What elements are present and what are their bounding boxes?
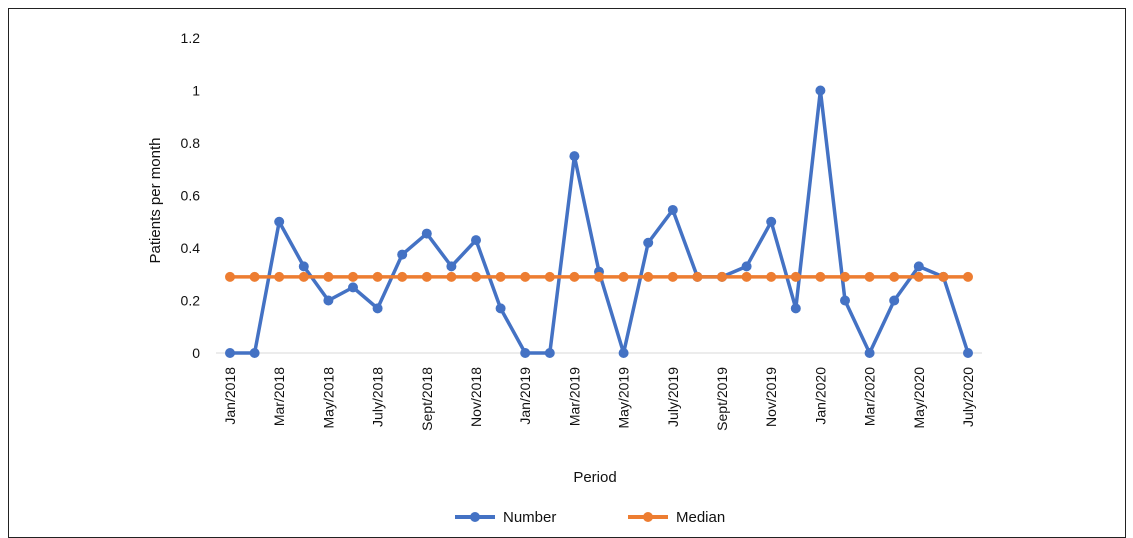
y-axis-title: Patients per month	[147, 138, 164, 264]
legend-swatch-marker	[643, 512, 653, 522]
data-point-median	[643, 271, 654, 282]
series-line-number	[230, 88, 970, 355]
data-point-median	[692, 271, 703, 282]
data-point-median	[397, 271, 408, 282]
data-point-number	[544, 348, 555, 358]
data-point-median	[864, 271, 875, 282]
y-tick-label: 1.2	[181, 30, 201, 46]
data-point-median	[766, 271, 777, 282]
data-point-median	[421, 271, 432, 282]
data-point-median	[471, 271, 481, 282]
data-point-median	[274, 271, 285, 282]
data-point-number	[790, 303, 801, 314]
x-tick-label: May/2020	[911, 367, 927, 429]
x-tick-label: Nov/2019	[763, 367, 779, 427]
y-tick-label: 0.8	[181, 135, 201, 151]
x-tick-label: July/2018	[370, 367, 386, 427]
data-point-number	[274, 216, 285, 227]
y-tick-label: 1	[192, 83, 200, 99]
data-point-number	[249, 348, 260, 358]
data-point-number	[667, 204, 678, 215]
data-point-number	[889, 295, 900, 306]
data-point-median	[495, 271, 506, 282]
data-point-median	[667, 271, 678, 282]
data-point-median	[815, 271, 826, 282]
x-tick-label: July/2019	[665, 367, 681, 427]
data-point-number	[495, 303, 506, 314]
data-point-number	[963, 348, 973, 358]
y-tick-label: 0.4	[181, 240, 201, 256]
data-point-median	[298, 271, 309, 282]
x-tick-label: Mar/2020	[862, 367, 878, 426]
x-tick-label: Jan/2020	[812, 367, 828, 425]
x-tick-label: May/2018	[320, 367, 336, 429]
legend-item-number: Number	[455, 509, 556, 526]
data-point-number	[348, 282, 358, 293]
data-point-median	[790, 271, 801, 282]
series-layer	[225, 85, 973, 358]
legend-item-median: Median	[628, 509, 725, 526]
data-point-median	[569, 271, 580, 282]
data-point-number	[815, 85, 826, 96]
data-point-median	[348, 271, 358, 282]
series-median	[225, 271, 973, 282]
data-point-median	[618, 271, 629, 282]
data-point-median	[225, 271, 235, 282]
y-tick-label: 0.2	[181, 293, 201, 309]
data-point-number	[643, 237, 654, 248]
data-point-median	[938, 271, 949, 282]
x-tick-label: Jan/2019	[517, 367, 533, 425]
x-tick-label: July/2020	[960, 367, 976, 427]
data-point-number	[298, 261, 309, 272]
data-point-median	[520, 271, 531, 282]
data-point-number	[471, 235, 481, 246]
x-tick-label: Sept/2019	[714, 367, 730, 431]
data-point-median	[889, 271, 900, 282]
x-axis-ticks: Jan/2018 Mar/2018 May/2018 July/2018 Sept/20…	[222, 367, 976, 431]
data-point-number	[840, 295, 850, 306]
data-point-number	[569, 151, 580, 162]
x-axis-title: Period	[573, 469, 616, 486]
legend-label: Median	[676, 509, 725, 526]
data-point-median	[249, 271, 260, 282]
data-point-median	[446, 271, 457, 282]
data-point-number	[766, 216, 777, 227]
data-point-number	[397, 249, 408, 260]
x-tick-label: Nov/2018	[468, 367, 484, 427]
data-point-median	[741, 271, 752, 282]
data-point-number	[323, 295, 334, 306]
data-point-number	[446, 261, 457, 272]
data-point-number	[741, 261, 752, 272]
legend-swatch-marker	[470, 512, 480, 522]
x-tick-label: Mar/2019	[566, 367, 582, 426]
data-point-median	[717, 271, 727, 282]
data-point-median	[544, 271, 555, 282]
data-point-median	[372, 271, 383, 282]
x-tick-label: Jan/2018	[222, 367, 238, 425]
data-point-number	[421, 228, 432, 239]
y-tick-label: 0	[192, 345, 200, 361]
x-tick-label: Mar/2018	[271, 367, 287, 426]
x-tick-label: Sept/2018	[419, 367, 435, 431]
data-point-median	[840, 271, 850, 282]
data-point-number	[225, 348, 235, 358]
data-point-number	[913, 261, 924, 272]
legend-label: Number	[503, 509, 556, 526]
y-axis-ticks: 0 0.2 0.4 0.6 0.8 1 1.2	[181, 30, 201, 361]
data-point-number	[520, 348, 531, 358]
data-point-number	[864, 348, 875, 358]
data-point-median	[594, 271, 604, 282]
data-point-median	[913, 271, 924, 282]
y-tick-label: 0.6	[181, 188, 201, 204]
data-point-median	[323, 271, 334, 282]
data-point-number	[618, 348, 629, 358]
x-tick-label: May/2019	[616, 367, 632, 429]
data-point-median	[963, 271, 973, 282]
legend: Number Median	[455, 509, 725, 526]
series-number	[225, 85, 973, 358]
data-point-number	[372, 303, 383, 314]
